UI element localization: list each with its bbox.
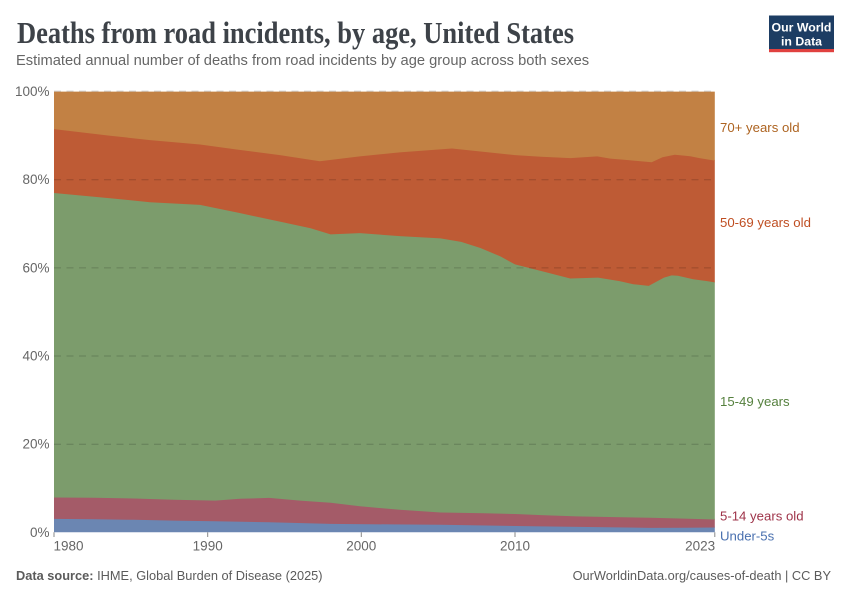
svg-text:in Data: in Data — [781, 35, 822, 49]
svg-text:100%: 100% — [15, 84, 50, 99]
svg-text:Under-5s: Under-5s — [720, 529, 775, 544]
svg-text:60%: 60% — [22, 260, 49, 275]
svg-text:2010: 2010 — [500, 539, 530, 554]
svg-text:1990: 1990 — [193, 539, 223, 554]
svg-text:5-14 years old: 5-14 years old — [720, 509, 804, 524]
svg-text:Data source: IHME, Global Burd: Data source: IHME, Global Burden of Dise… — [16, 568, 323, 583]
svg-text:80%: 80% — [22, 172, 49, 187]
svg-text:2023: 2023 — [685, 539, 715, 554]
svg-text:70+ years old: 70+ years old — [720, 120, 800, 135]
svg-text:Estimated annual number of dea: Estimated annual number of deaths from r… — [16, 53, 589, 69]
svg-text:Our World: Our World — [772, 21, 832, 35]
svg-text:OurWorldinData.org/causes-of-d: OurWorldinData.org/causes-of-death | CC … — [573, 568, 832, 583]
svg-text:20%: 20% — [22, 437, 49, 452]
svg-text:0%: 0% — [30, 525, 50, 540]
svg-text:Deaths from road incidents, by: Deaths from road incidents, by age, Unit… — [17, 15, 574, 50]
svg-text:50-69 years old: 50-69 years old — [720, 215, 811, 230]
svg-text:1980: 1980 — [54, 539, 84, 554]
svg-text:2000: 2000 — [346, 539, 376, 554]
svg-text:15-49 years: 15-49 years — [720, 394, 790, 409]
svg-text:40%: 40% — [22, 349, 49, 364]
